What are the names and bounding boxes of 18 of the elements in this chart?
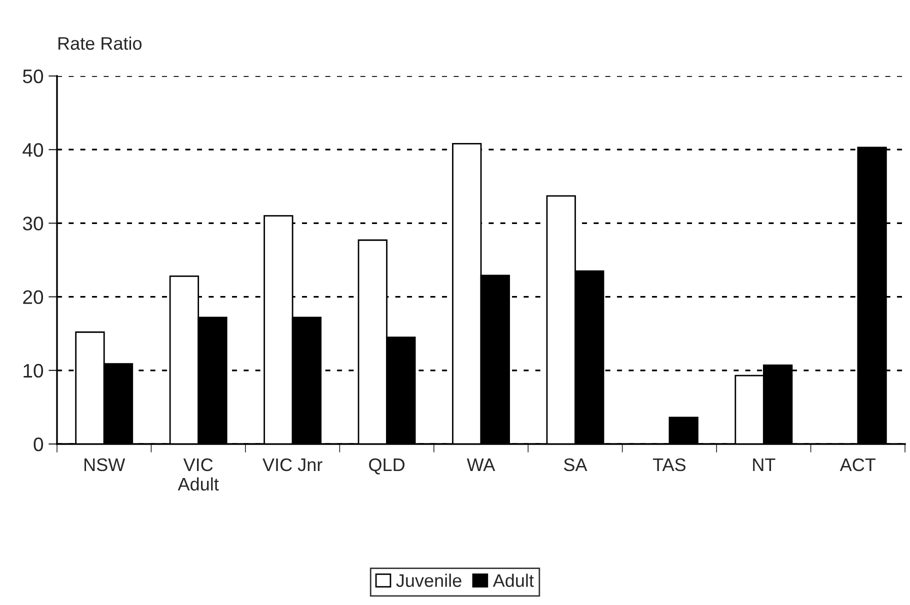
y-tick-label: 50 bbox=[22, 69, 44, 84]
x-tick-label: SA bbox=[564, 458, 588, 472]
x-tick-label: QLD bbox=[369, 458, 404, 474]
legend-label: Juvenile bbox=[396, 574, 462, 587]
y-tick-label: 40 bbox=[22, 143, 44, 157]
legend-label: Adult bbox=[492, 574, 534, 587]
y-tick-label: 10 bbox=[24, 364, 44, 378]
y-tick-label: 20 bbox=[23, 290, 44, 304]
x-tick-label: NT bbox=[753, 458, 776, 471]
y-tick-label: 0 bbox=[34, 437, 44, 452]
x-tick-label: TAS bbox=[652, 458, 686, 472]
x-tick-label: VIC Jnr bbox=[262, 458, 322, 472]
x-tick-label: NSW bbox=[84, 458, 126, 472]
x-tick-label: VIC Adult bbox=[178, 458, 219, 491]
x-tick-label: WA bbox=[466, 458, 496, 471]
x-tick-label: ACT bbox=[840, 458, 876, 472]
y-axis-title: Rate Ratio bbox=[58, 36, 142, 50]
y-tick-label: 30 bbox=[22, 216, 44, 230]
